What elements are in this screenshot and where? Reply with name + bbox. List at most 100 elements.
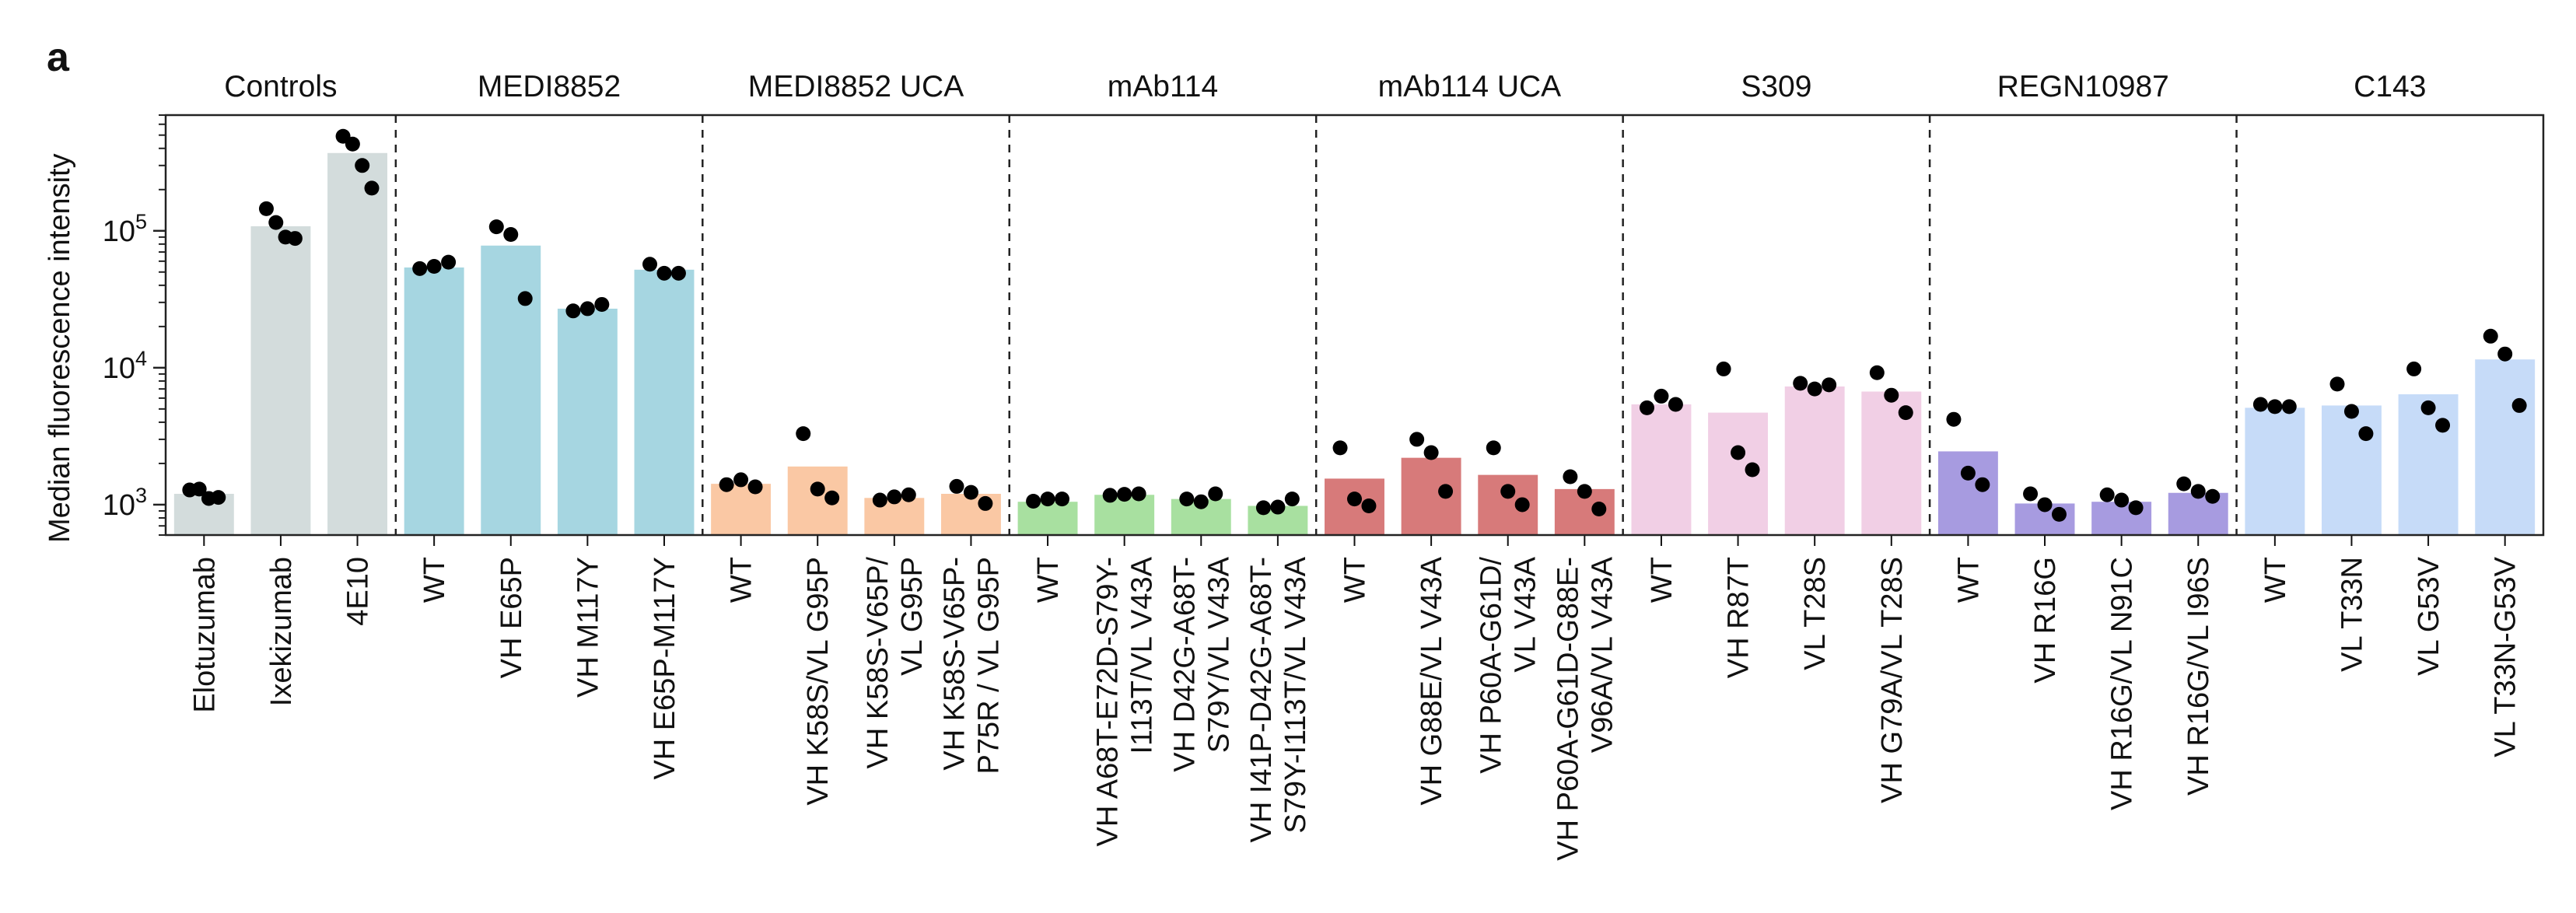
data-point [1284,491,1300,507]
bar [327,152,387,536]
data-point [2406,361,2422,376]
x-tick-label: VH R16G/VL I96S [2182,557,2215,796]
data-point [2267,399,2283,415]
data-point [268,215,284,230]
data-point [949,478,964,494]
bar [711,484,772,535]
data-point [2497,346,2513,362]
data-point [1193,494,1209,509]
x-tick-label: VH R16G [2029,557,2062,684]
x-tick-label: WT [726,557,758,603]
group-label: S309 [1741,70,1811,103]
y-tick-label: 105 [103,210,147,248]
x-tick-label: VH E65P-M117Y [649,557,681,780]
data-point [1514,497,1530,512]
data-point [2114,492,2130,508]
y-tick-label: 103 [103,484,147,522]
bar [250,226,311,535]
x-tick-label: VH R87T [1723,557,1755,678]
plot-frame [164,114,2545,537]
data-point [2343,404,2359,419]
data-point [517,291,533,306]
bar [1631,404,1692,535]
x-tick-label: VH K58S-V65P/VL G95P [862,557,929,769]
data-point [1884,387,1899,403]
x-tick-label: VL T28S [1799,557,1832,670]
data-point [1716,361,1731,376]
data-point [1563,469,1578,484]
data-point [2190,484,2206,499]
x-tick-label: VH M117Y [572,557,604,698]
data-point [1270,499,1286,515]
x-tick-label: Ixekizumab [265,557,298,706]
data-point [1040,491,1055,507]
data-point [1591,501,1607,516]
data-point [1423,445,1439,460]
data-point [2420,400,2436,415]
data-point [594,296,610,312]
bar [1708,412,1769,535]
panel-label: a [47,35,69,80]
data-point [258,201,274,216]
data-point [824,490,840,505]
data-point [1745,462,1760,477]
data-point [747,479,763,495]
x-tick-label: VH A68T-E72D-S79Y-I113T/VL V43A [1092,556,1159,846]
data-point [1500,484,1516,499]
data-point [1255,500,1271,516]
data-point [287,231,303,247]
data-point [1577,484,1592,499]
x-tick-label: Elotuzumab [188,557,221,713]
data-point [2511,397,2527,413]
data-point [1822,377,1837,393]
x-tick-label: WT [1646,557,1678,603]
data-point [1409,432,1425,447]
group-label: mAb114 [1108,70,1218,103]
x-tick-label: VH K58S/VL G95P [802,557,835,806]
data-point [670,265,686,281]
bar [2245,408,2305,535]
x-tick-label: VH P60A-G61D/VL V43A [1475,556,1542,773]
data-point [1946,411,1962,427]
data-point [2023,486,2039,502]
x-tick-label: 4E10 [342,557,375,626]
data-point [1208,486,1223,502]
x-tick-label: VH E65P [495,557,528,678]
data-point [810,481,825,497]
data-point [1668,397,1683,412]
data-point [2128,500,2144,516]
data-point [345,136,360,152]
x-tick-label: VH K58S-V65P-P75R / VL G95P [938,557,1005,775]
data-point [2358,426,2374,442]
data-point [2099,487,2115,502]
data-point [1055,491,1070,507]
group-label: Controls [224,70,337,103]
x-tick-label: VH G88E/VL V43A [1416,556,1448,805]
data-point [872,492,887,508]
x-tick-label: VH G79A/VL T28S [1876,557,1909,803]
data-point [1486,440,1501,456]
data-point [2051,506,2067,522]
data-point [1131,486,1146,502]
data-point [2483,328,2498,344]
data-point [2252,397,2268,412]
data-point [642,257,658,272]
data-point [1960,465,1976,481]
data-point [1361,498,1377,513]
data-point [2281,399,2297,415]
data-point [887,489,902,505]
data-point [1332,440,1348,456]
data-point [426,259,442,275]
bar [481,245,541,535]
data-point [1975,477,1990,492]
data-point [503,227,519,243]
data-point [355,158,370,173]
bar [557,308,618,535]
x-tick-label: VH I41P-D42G-A68T-S79Y-I113T/VL V43A [1245,556,1312,842]
bar [634,269,695,535]
data-point [2176,476,2192,491]
group-label: mAb114 UCA [1378,70,1562,103]
data-point [1117,487,1132,502]
bar [404,267,464,535]
